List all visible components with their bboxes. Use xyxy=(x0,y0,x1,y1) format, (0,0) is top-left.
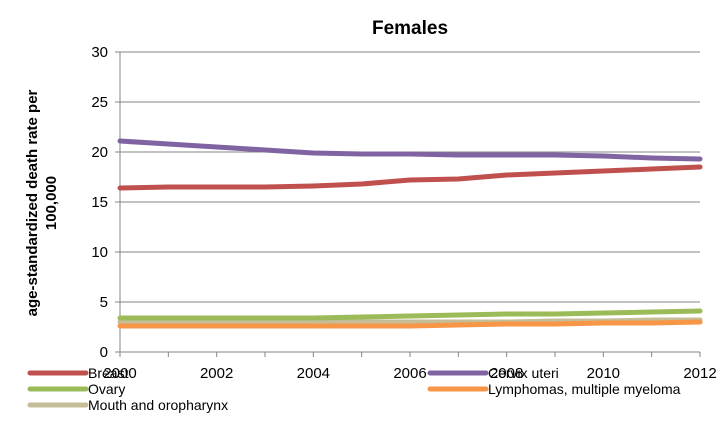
legend-label: Cervix uteri xyxy=(488,365,559,381)
x-tick-label: 2008 xyxy=(490,365,523,382)
legend-item: Breast xyxy=(27,365,129,381)
legend-item: Lymphomas, multiple myeloma xyxy=(427,381,681,397)
legend-item: Ovary xyxy=(27,381,125,397)
gridlines xyxy=(120,51,700,303)
x-tick-label: 2004 xyxy=(297,365,330,382)
legend-item: Mouth and oropharynx xyxy=(27,397,228,413)
series-line-breast xyxy=(117,164,703,191)
y-tick-label: 10 xyxy=(91,244,108,261)
x-tick-label: 2000 xyxy=(103,365,136,382)
y-tick-label: 20 xyxy=(91,144,108,161)
y-tick-label: 5 xyxy=(100,294,108,311)
legend-label: Lymphomas, multiple myeloma xyxy=(488,381,681,397)
legend-label: Mouth and oropharynx xyxy=(88,397,228,413)
y-tick-label: 25 xyxy=(91,94,108,111)
y-tick-label: 15 xyxy=(91,194,108,211)
series-lines xyxy=(117,138,703,329)
legend-item: Cervix uteri xyxy=(427,365,559,381)
legend: Breast Cervix uteri Ovary Lymphomas, multip… xyxy=(27,365,681,413)
y-tick-label: 30 xyxy=(91,44,108,61)
x-tick-label: 2006 xyxy=(393,365,426,382)
x-tick-label: 2012 xyxy=(683,365,716,382)
x-tick-label: 2010 xyxy=(587,365,620,382)
legend-label: Breast xyxy=(88,365,129,381)
series-line-cervix-uteri xyxy=(117,138,703,162)
chart-title: Females xyxy=(372,18,448,39)
series-line-lymphomas-multiple-myeloma xyxy=(117,319,703,329)
y-tick-label: 0 xyxy=(100,344,108,361)
y-axis-ticks: 0 5 10 15 20 25 30 xyxy=(91,44,120,361)
legend-label: Ovary xyxy=(88,381,125,397)
y-axis-title: age-standardized death rate per 100,000 xyxy=(24,89,60,316)
x-tick-label: 2002 xyxy=(200,365,233,382)
series-line-ovary xyxy=(117,308,703,321)
x-axis-ticks: 2000 2002 2004 2006 2008 2010 2012 xyxy=(103,352,717,382)
y-axis-title-line-1: age-standardized death rate per xyxy=(24,89,41,316)
y-axis-title-line-2: 100,000 xyxy=(43,176,60,230)
